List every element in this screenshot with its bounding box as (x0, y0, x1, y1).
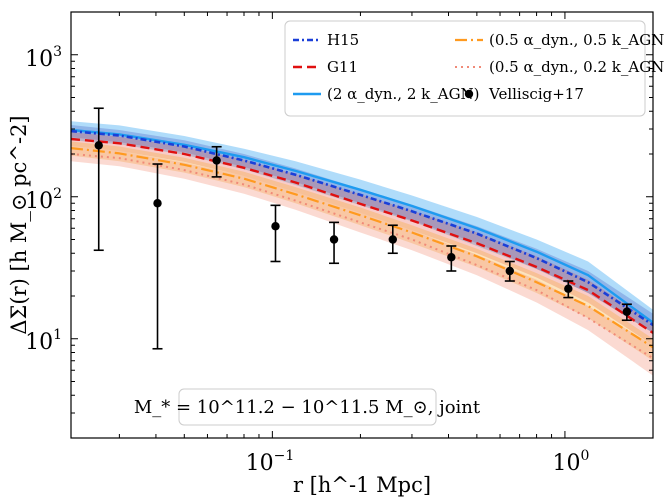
data-point-7 (504, 260, 515, 282)
y-axis-label: ΔΣ(r) [h M_⊙ pc^-2] (7, 115, 31, 334)
legend-label-05alpha-02k: (0.5 α_dyn., 0.2 k_AGN) (489, 58, 664, 76)
x-axis-label: r [h^-1 Mpc] (293, 473, 431, 497)
series-line-h15 (71, 129, 653, 327)
series-line-2-dyn-2-k-agn (71, 128, 653, 324)
annotation-text: M_* = 10^11.2 − 10^11.5 M_⊙, joint (134, 397, 481, 418)
legend-label-velliscig: Velliscig+17 (488, 85, 584, 103)
x-tick-label-1: 100 (553, 448, 590, 476)
data-point-5 (387, 224, 398, 255)
data-marker-1 (153, 199, 162, 208)
annotation-box (178, 388, 437, 426)
axis-ticks (71, 11, 654, 439)
plot-frame (70, 11, 654, 439)
legend-swatch-5 (464, 89, 474, 99)
legend-label-h15: H15 (327, 31, 359, 49)
data-point-9 (621, 303, 632, 322)
data-marker-4 (329, 235, 339, 244)
data-point-3 (270, 204, 281, 263)
model-scatter-bands (71, 121, 653, 376)
data-marker-6 (447, 253, 456, 262)
legend-label-05alpha-05k: (0.5 α_dyn., 0.5 k_AGN) (489, 31, 664, 49)
data-point-4 (329, 221, 340, 265)
legend-label-g11: G11 (327, 58, 358, 76)
x-tick-label-0.1: 10−1 (246, 448, 295, 476)
data-point-2 (211, 145, 222, 178)
data-point-0 (93, 107, 104, 252)
sample-annotation: M_* = 10^11.2 − 10^11.5 M_⊙, joint (134, 388, 481, 426)
series-line-0-5-dyn-0-5-k-agn (71, 147, 653, 349)
data-marker-5 (388, 235, 397, 244)
data-marker-7 (505, 266, 515, 276)
velliscig-data-points (93, 107, 632, 350)
model-lines (71, 128, 653, 360)
data-marker-3 (271, 222, 280, 231)
data-marker-0 (94, 141, 103, 150)
data-point-6 (446, 245, 457, 272)
data-marker-8 (564, 284, 573, 293)
legend: H15 G11 (2 α_dyn., 2 k_AGN) (0.5 α_dyn.,… (284, 20, 664, 117)
legend-swatches (293, 38, 483, 99)
y-tick-label-100: 102 (25, 186, 62, 214)
band-2-dyn-2-k-agn-band (71, 121, 653, 333)
y-tick-label-1000: 103 (25, 44, 62, 72)
data-marker-2 (212, 156, 221, 165)
data-point-1 (152, 163, 163, 350)
series-line-g11 (71, 137, 653, 334)
legend-box (284, 20, 646, 117)
legend-label-2alpha-2k: (2 α_dyn., 2 k_AGN) (327, 85, 480, 103)
data-marker-9 (622, 307, 632, 316)
data-point-8 (563, 280, 574, 299)
y-tick-label-10: 101 (25, 327, 62, 355)
